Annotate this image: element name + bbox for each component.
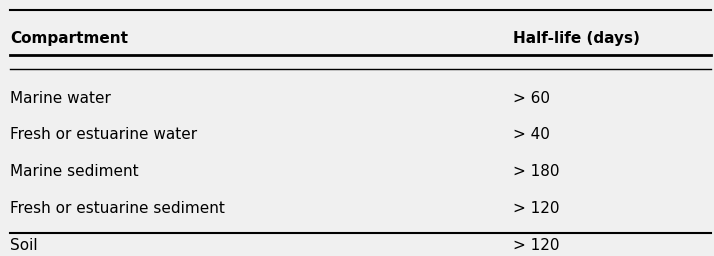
Text: > 60: > 60 — [513, 91, 550, 106]
Text: > 120: > 120 — [513, 201, 559, 216]
Text: Marine water: Marine water — [10, 91, 111, 106]
Text: > 180: > 180 — [513, 164, 559, 179]
Text: Marine sediment: Marine sediment — [10, 164, 139, 179]
Text: Compartment: Compartment — [10, 31, 128, 46]
Text: > 120: > 120 — [513, 238, 559, 253]
Text: Soil: Soil — [10, 238, 38, 253]
Text: Fresh or estuarine sediment: Fresh or estuarine sediment — [10, 201, 225, 216]
Text: Fresh or estuarine water: Fresh or estuarine water — [10, 127, 197, 142]
Text: > 40: > 40 — [513, 127, 550, 142]
Text: Half-life (days): Half-life (days) — [513, 31, 640, 46]
